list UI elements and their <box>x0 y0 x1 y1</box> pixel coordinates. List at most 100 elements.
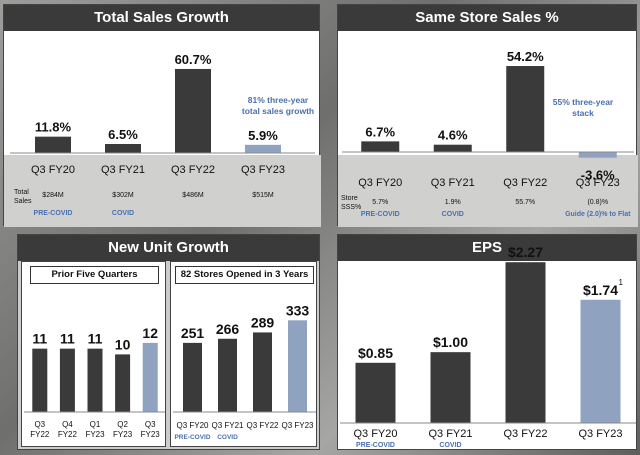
row-value: 55.7% <box>515 199 535 206</box>
tick-label: FY23 <box>141 430 161 439</box>
era-label: COVID <box>439 442 461 449</box>
tick-label: Q3 FY23 <box>281 421 314 430</box>
row-value: $302M <box>112 192 134 199</box>
tick-label: FY22 <box>58 430 78 439</box>
tick-label: Q3 FY20 <box>353 428 397 440</box>
tick-label: Q3 <box>34 420 45 429</box>
bar <box>253 332 272 412</box>
data-label: $1.00 <box>433 334 468 350</box>
data-label: 5.9% <box>248 128 278 143</box>
data-label: 11 <box>32 331 47 347</box>
stores-opened-box: 82 Stores Opened in 3 Years 251 Q3 FY20 PR… <box>170 261 317 447</box>
data-label: 6.7% <box>365 124 395 139</box>
tick-label: Q3 FY20 <box>176 421 209 430</box>
tick-label: Q3 FY23 <box>241 164 285 176</box>
tick-label: Q3 FY20 <box>358 177 402 189</box>
row-value: 5.7% <box>372 199 388 206</box>
era-label: PRE-COVID <box>361 211 400 218</box>
bar <box>355 362 396 423</box>
tick-label: Q3 FY20 <box>31 164 75 176</box>
tick-label: Q3 FY21 <box>211 421 244 430</box>
row-label: SSS% <box>341 204 361 211</box>
stores-opened-chart: 251 Q3 FY20 PRE-COVID 266 Q3 FY21 COVID 289 Q3 … <box>173 302 316 441</box>
bar <box>32 348 48 412</box>
data-label: 4.6% <box>438 128 468 143</box>
bar <box>433 144 472 152</box>
bar <box>578 152 617 158</box>
data-label: 289 <box>251 314 275 330</box>
data-label: $2.27 <box>508 244 543 260</box>
growth-note: total sales growth <box>242 106 314 116</box>
bar <box>505 262 546 423</box>
era-label: COVID <box>112 210 134 217</box>
row-value: $284M <box>42 192 64 199</box>
data-label: 54.2% <box>507 49 544 64</box>
bar <box>59 348 75 412</box>
tick-label: Q3 FY21 <box>101 164 145 176</box>
panel-title: New Unit Growth <box>18 235 319 261</box>
growth-note: 81% three-year <box>248 95 309 105</box>
row-value: $515M <box>252 192 274 199</box>
growth-note: stack <box>572 108 594 118</box>
bar <box>288 320 307 412</box>
tick-label: Q3 FY23 <box>578 428 622 440</box>
bar <box>580 299 621 423</box>
tick-label: Q4 <box>62 420 73 429</box>
tick-label: Q3 <box>145 420 156 429</box>
tick-label: FY23 <box>85 430 105 439</box>
tick-label: FY22 <box>30 430 50 439</box>
same-store-sales-chart: 6.7% Q3 FY20 PRE-COVID 5.7% 4.6% Q3 FY21 COVID… <box>338 49 638 227</box>
row-label: Total <box>14 189 29 196</box>
row-value: $486M <box>182 192 204 199</box>
same-store-sales-panel: Same Store Sales % 6.7% Q3 FY20 PRE-COVID 5… <box>337 4 638 227</box>
bar <box>506 66 545 152</box>
row-label: Store <box>341 195 358 202</box>
prior-quarters-box: Prior Five Quarters 11 Q3 FY22 11 Q4 FY22 11 Q1… <box>21 261 166 447</box>
eps-panel: EPS $0.85 Q3 FY20 PRE-COVID $1.00 Q3 FY21 COV… <box>337 234 637 450</box>
data-label: 266 <box>216 321 240 337</box>
data-label: 6.5% <box>108 127 138 142</box>
bar <box>142 342 158 412</box>
bar <box>175 68 211 153</box>
data-label: 251 <box>181 325 205 341</box>
footnote-mark: 1 <box>619 278 624 287</box>
row-label: Sales <box>14 198 32 205</box>
panel-title: Same Store Sales % <box>338 5 636 31</box>
tick-label: Q3 FY21 <box>428 428 472 440</box>
bar <box>105 144 141 153</box>
growth-note: 55% three-year <box>553 97 614 107</box>
panel-title: Total Sales Growth <box>4 5 319 31</box>
tick-label: Q3 FY22 <box>246 421 279 430</box>
panel-title: EPS <box>338 235 636 261</box>
row-value: (0.8)% <box>587 199 608 206</box>
tick-label: FY23 <box>113 430 133 439</box>
row-value: 1.9% <box>445 199 461 206</box>
era-label: PRE-COVID <box>356 442 395 449</box>
bar <box>87 348 103 412</box>
era-label: COVID <box>442 211 464 218</box>
bar <box>430 352 471 423</box>
data-label: 11 <box>60 331 75 347</box>
lower-band <box>4 155 321 227</box>
tick-label: Q3 FY22 <box>171 164 215 176</box>
tick-label: Q3 FY21 <box>431 177 475 189</box>
bar <box>115 354 131 412</box>
bar <box>218 338 237 412</box>
tick-label: Q1 <box>90 420 101 429</box>
tick-label: Q3 FY22 <box>503 177 547 189</box>
data-label: $0.85 <box>358 345 393 361</box>
tick-label: Q2 <box>117 420 128 429</box>
new-unit-growth-panel: New Unit Growth Prior Five Quarters 11 Q3… <box>17 234 320 450</box>
bar <box>35 136 71 153</box>
data-label: 60.7% <box>175 52 212 67</box>
tick-label: Q3 FY22 <box>503 428 547 440</box>
data-label: 12 <box>142 325 158 341</box>
bar <box>183 342 202 412</box>
data-label: 11 <box>88 331 103 347</box>
bar <box>361 141 400 152</box>
prior-quarters-header: Prior Five Quarters <box>30 266 159 284</box>
bar <box>245 144 281 153</box>
data-label: -3.6% <box>581 168 615 183</box>
era-label: COVID <box>217 434 238 441</box>
